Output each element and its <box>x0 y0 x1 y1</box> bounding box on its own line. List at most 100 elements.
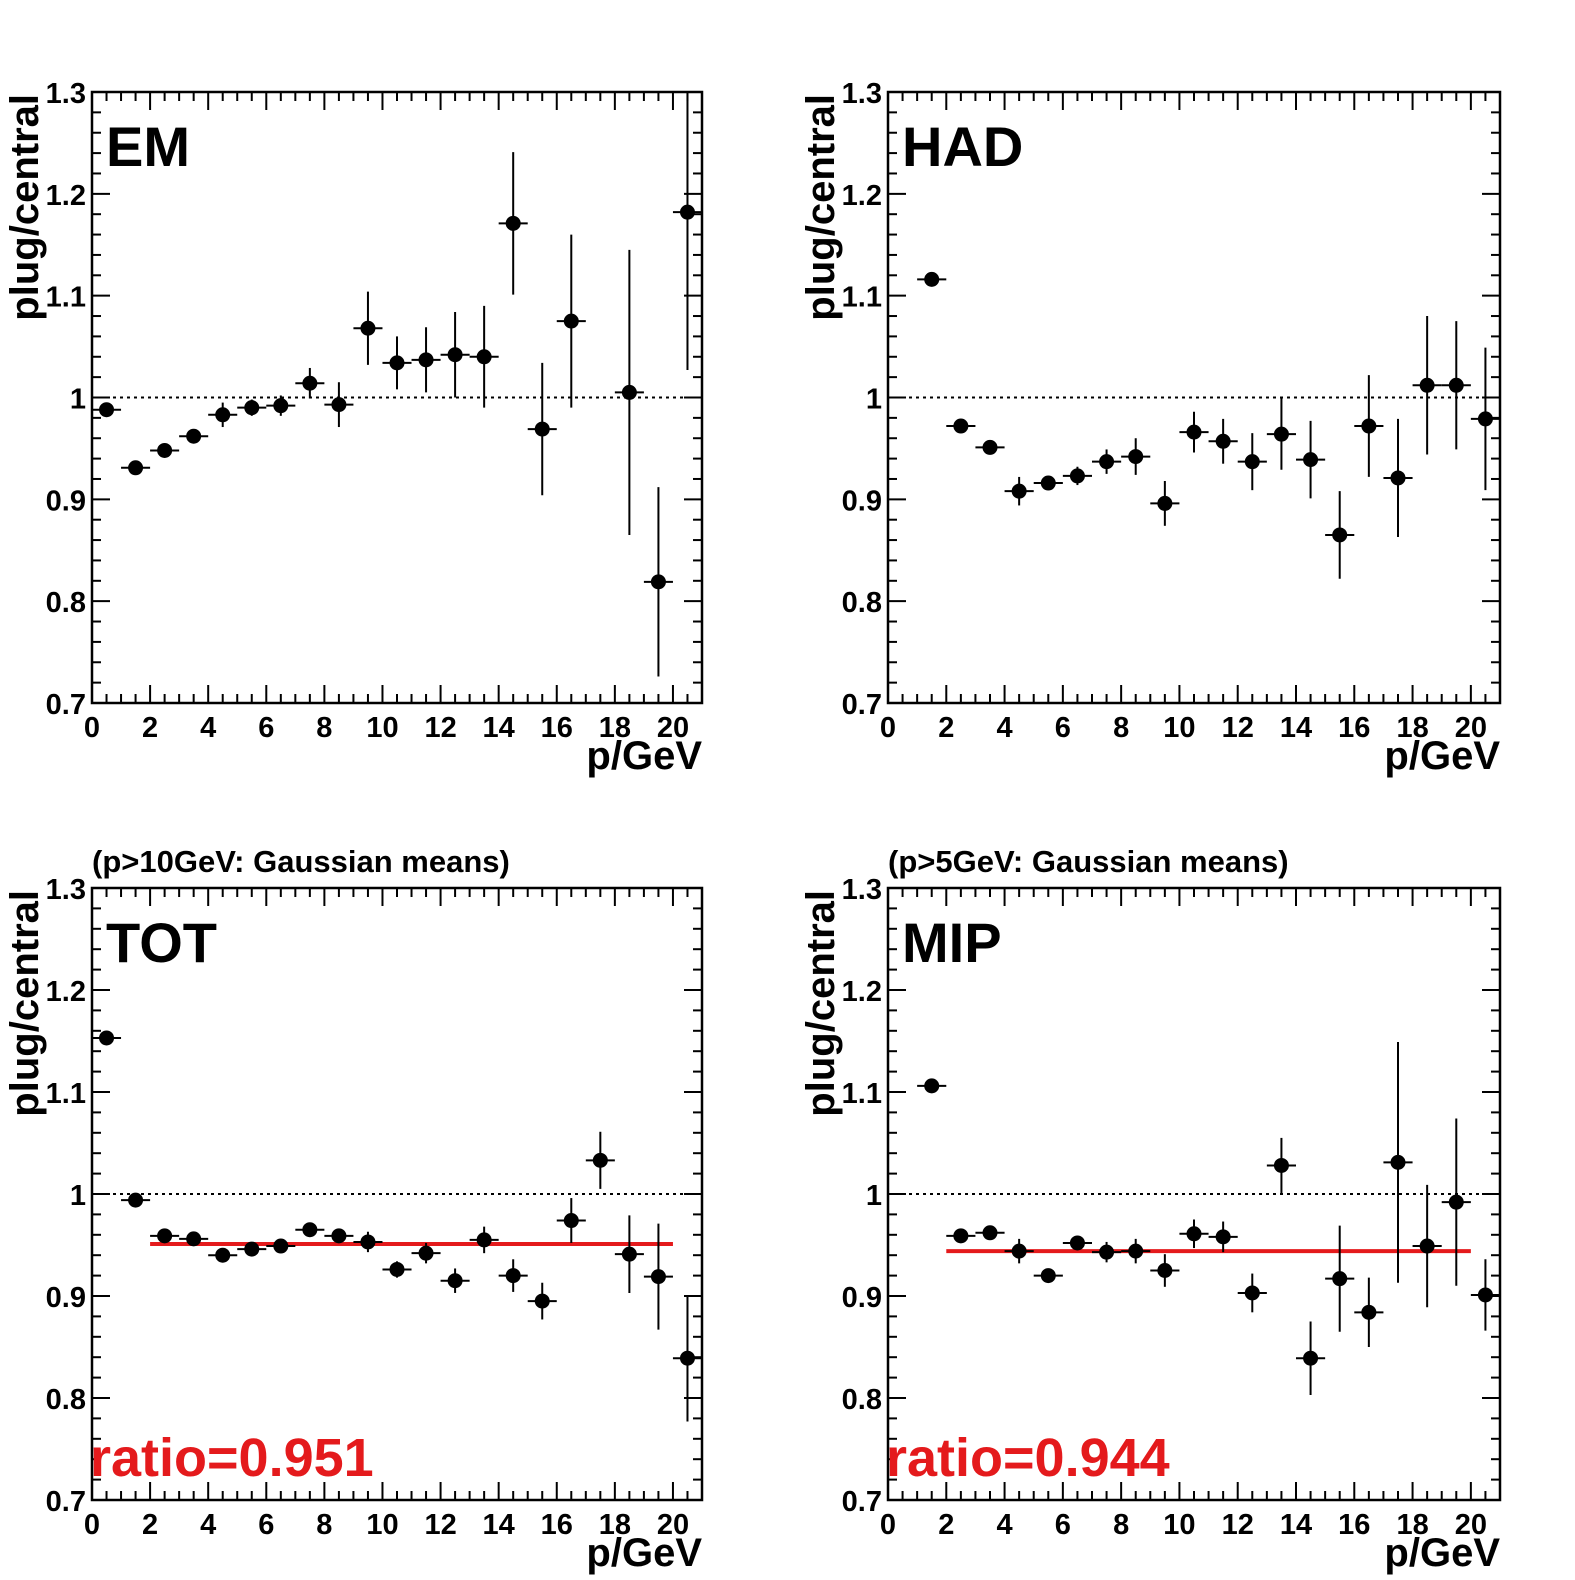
x-tick-label: 4 <box>200 712 216 744</box>
data-point <box>360 1234 376 1250</box>
y-tick-label: 1.2 <box>842 180 882 212</box>
x-tick-label: 14 <box>483 712 515 744</box>
x-tick-label: 10 <box>366 712 398 744</box>
data-point <box>302 375 318 391</box>
data-point <box>99 402 115 418</box>
data-point <box>534 1293 550 1309</box>
y-axis-title: plug/central <box>3 94 47 321</box>
x-axis-title: p/GeV <box>1384 734 1500 778</box>
ratio-label: ratio=0.951 <box>90 1428 374 1488</box>
panel-label: TOT <box>106 911 217 974</box>
data-point <box>679 1350 695 1366</box>
data-point <box>505 1268 521 1284</box>
data-point <box>1361 1304 1377 1320</box>
data-point <box>244 400 260 416</box>
x-tick-label: 4 <box>200 1509 216 1541</box>
data-point <box>1128 1243 1144 1259</box>
data-point <box>1390 1154 1406 1170</box>
data-points <box>917 1042 1500 1395</box>
data-point <box>99 1030 115 1046</box>
x-tick-label: 0 <box>84 712 100 744</box>
y-axis-title: plug/central <box>3 890 47 1117</box>
data-point <box>1390 470 1406 486</box>
data-point <box>157 1228 173 1244</box>
data-point <box>1215 1229 1231 1245</box>
x-tick-label: 20 <box>1455 1509 1487 1541</box>
y-tick-label: 0.7 <box>46 689 86 721</box>
panel-subtitle: (p>5GeV: Gaussian means) <box>888 844 1289 879</box>
y-tick-label: 0.8 <box>842 587 882 619</box>
x-tick-label: 12 <box>1222 1509 1254 1541</box>
x-tick-label: 14 <box>483 1509 515 1541</box>
panel-label: MIP <box>902 911 1002 974</box>
data-point <box>1011 1243 1027 1259</box>
x-tick-label: 10 <box>366 1509 398 1541</box>
data-point <box>244 1241 260 1257</box>
x-tick-label: 6 <box>1055 712 1071 744</box>
data-point <box>924 271 940 287</box>
data-point <box>186 428 202 444</box>
data-point <box>1419 377 1435 393</box>
panel-mip: 0 2 4 6 8 10 12 14 16 18 20 0.7 0.8 0.9 1 1.1 1.2 1.3 p/Ge… <box>799 844 1502 1575</box>
data-point <box>331 397 347 413</box>
data-point <box>621 384 637 400</box>
data-point <box>650 1269 666 1285</box>
x-tick-label: 0 <box>880 712 896 744</box>
x-tick-label: 8 <box>316 712 332 744</box>
data-point <box>1040 1268 1056 1284</box>
data-point <box>953 1228 969 1244</box>
data-point <box>1332 1271 1348 1287</box>
data-point <box>1332 527 1348 543</box>
data-point <box>1215 433 1231 449</box>
x-axis-title: p/GeV <box>586 1531 702 1575</box>
y-tick-label: 1.1 <box>842 1078 882 1110</box>
y-tick-label: 0.9 <box>842 485 882 517</box>
x-tick-label: 14 <box>1280 712 1312 744</box>
data-point <box>1477 1287 1493 1303</box>
data-point <box>360 320 376 336</box>
data-point <box>1448 1194 1464 1210</box>
data-point <box>157 442 173 458</box>
x-tick-label: 8 <box>1113 712 1129 744</box>
data-point <box>1303 452 1319 468</box>
data-point <box>1448 377 1464 393</box>
data-point <box>331 1228 347 1244</box>
x-axis-title: p/GeV <box>1384 1531 1500 1575</box>
data-point <box>924 1078 940 1094</box>
x-tick-label: 16 <box>541 712 573 744</box>
y-tick-label: 0.9 <box>46 485 86 517</box>
y-tick-label: 1.2 <box>46 976 86 1008</box>
data-point <box>418 1245 434 1261</box>
data-point <box>534 421 550 437</box>
x-tick-label: 2 <box>142 712 158 744</box>
data-point <box>273 1238 289 1254</box>
x-tick-label: 6 <box>258 712 274 744</box>
x-tick-label: 8 <box>316 1509 332 1541</box>
x-tick-label: 4 <box>997 1509 1013 1541</box>
data-point <box>1099 1244 1115 1260</box>
data-point <box>447 347 463 363</box>
data-point <box>592 1152 608 1168</box>
x-tick-label: 8 <box>1113 1509 1129 1541</box>
data-point <box>563 1213 579 1229</box>
x-tick-label: 2 <box>938 1509 954 1541</box>
y-tick-label: 1.3 <box>842 874 882 906</box>
data-points <box>92 92 702 677</box>
y-tick-label: 1.3 <box>46 78 86 110</box>
data-point <box>1361 418 1377 434</box>
y-tick-label: 0.7 <box>842 689 882 721</box>
data-point <box>1186 1226 1202 1242</box>
panel-had: 0 2 4 6 8 10 12 14 16 18 20 0.7 0.8 0.9 1 1.1 1.2 1.3 p/Ge… <box>799 78 1502 778</box>
x-tick-label: 18 <box>599 1509 631 1541</box>
y-tick-label: 0.8 <box>46 587 86 619</box>
y-tick-label: 0.8 <box>46 1384 86 1416</box>
y-axis-title: plug/central <box>799 890 843 1117</box>
data-point <box>982 439 998 455</box>
y-tick-label: 1 <box>70 384 86 416</box>
data-point <box>128 460 144 476</box>
data-point <box>389 1261 405 1277</box>
data-point <box>1040 475 1056 491</box>
y-tick-label: 0.7 <box>46 1486 86 1518</box>
